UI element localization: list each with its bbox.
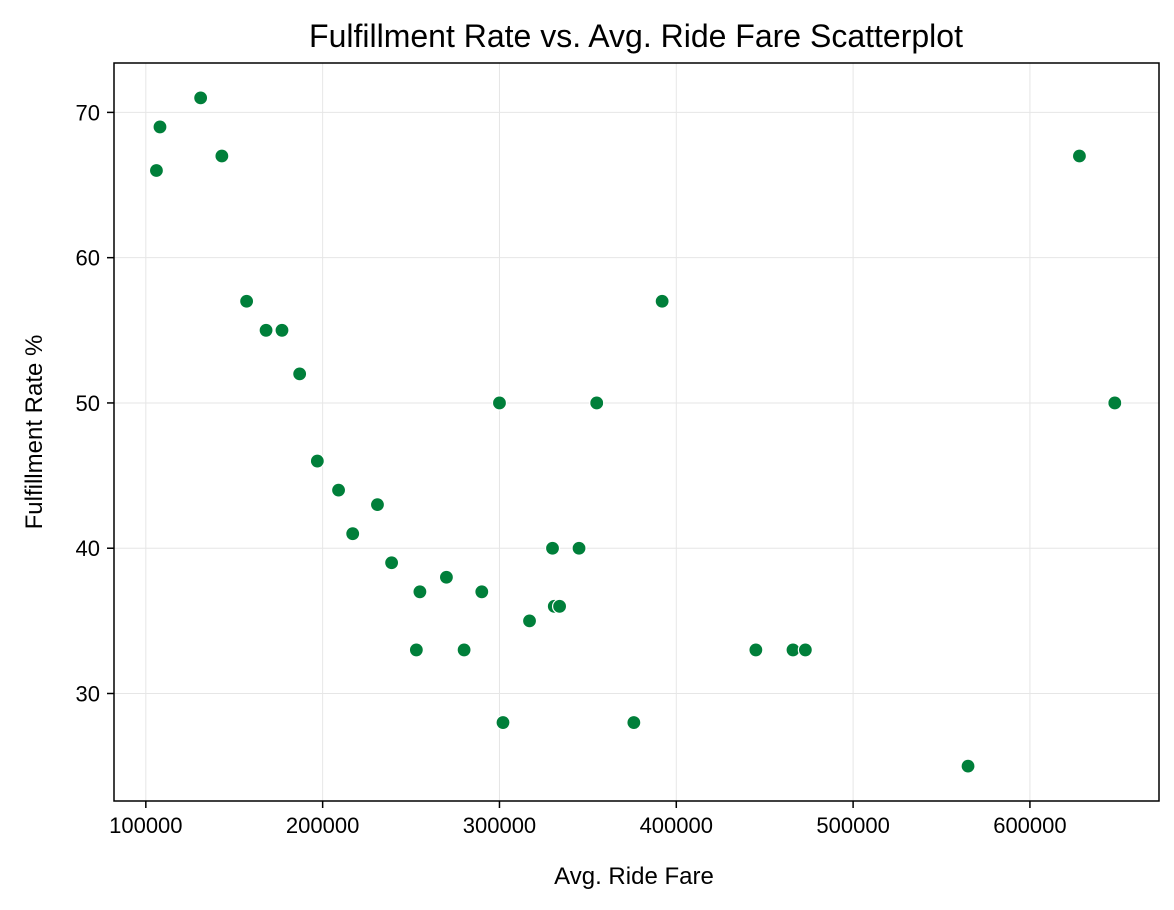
data-point: [239, 293, 255, 309]
data-point: [148, 162, 165, 179]
data-point: [152, 119, 168, 135]
data-point: [408, 642, 424, 658]
data-point: [1071, 148, 1088, 164]
data-point: [797, 642, 813, 658]
data-point: [330, 482, 347, 498]
y-tick-label: 60: [76, 246, 100, 271]
y-tick-label: 50: [76, 391, 100, 416]
data-point: [258, 322, 274, 338]
data-point: [369, 497, 386, 513]
x-axis-label: Avg. Ride Fare: [554, 863, 714, 890]
data-point: [521, 613, 538, 629]
x-tick-label: 300000: [463, 813, 536, 838]
y-tick-label: 30: [76, 681, 100, 706]
x-tick-label: 100000: [109, 813, 182, 838]
data-point: [412, 584, 428, 600]
y-tick-label: 40: [76, 536, 100, 561]
data-point: [1107, 395, 1123, 411]
grid-lines: [114, 63, 1159, 801]
data-point: [193, 90, 209, 106]
chart-title: Fulfillment Rate vs. Avg. Ride Fare Scat…: [309, 18, 963, 54]
data-point: [571, 540, 587, 556]
y-axis-label: Fulfillment Rate %: [21, 335, 48, 530]
data-point: [960, 758, 976, 774]
x-tick-label: 200000: [286, 813, 359, 838]
data-point: [214, 148, 230, 164]
data-point: [589, 395, 605, 411]
data-point: [274, 322, 290, 338]
x-tick-label: 400000: [640, 813, 713, 838]
data-point: [544, 540, 561, 556]
data-point: [748, 642, 764, 658]
plot-frame: [113, 62, 1160, 802]
data-point: [551, 598, 568, 614]
x-tick-label: 500000: [816, 813, 889, 838]
data-point: [292, 366, 308, 382]
data-point: [438, 569, 455, 585]
y-tick-label: 70: [76, 100, 100, 125]
data-point: [384, 555, 400, 571]
data-point: [495, 714, 511, 731]
data-point: [456, 642, 472, 658]
data-point: [474, 584, 490, 600]
axis-ticks: 100000 200000 300000 400000 500000 600000 30 40…: [76, 100, 1067, 838]
data-point: [491, 395, 508, 411]
data-points: [148, 90, 1123, 774]
data-point: [309, 453, 325, 469]
x-tick-label: 600000: [993, 813, 1066, 838]
data-point: [345, 526, 361, 542]
data-point: [654, 293, 670, 309]
data-point: [626, 714, 642, 731]
